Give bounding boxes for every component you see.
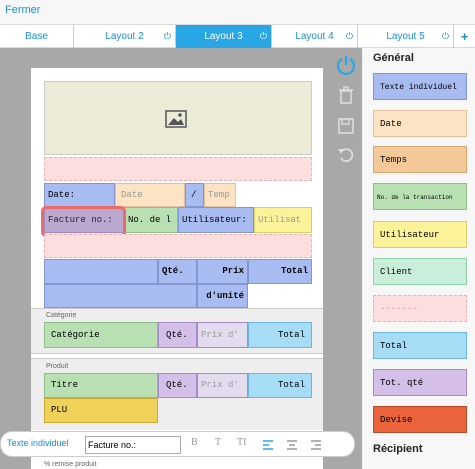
close-button[interactable]: Fermer (5, 4, 41, 16)
power-icon[interactable]: ⏻ (441, 31, 449, 41)
save-icon[interactable] (336, 116, 358, 138)
separator-line[interactable] (44, 234, 312, 258)
category-section-label: Catégorie (46, 312, 77, 319)
align-left-icon[interactable] (263, 440, 273, 450)
invoice-label[interactable]: Facture no.: (44, 207, 124, 233)
palette-item-text[interactable]: Texte individuel (373, 73, 467, 100)
user-label[interactable]: Utilisateur: (178, 207, 254, 233)
power-icon[interactable]: ⏻ (259, 31, 267, 41)
header-blank[interactable] (44, 259, 158, 284)
tab-label: Layout 4 (295, 31, 334, 42)
category-field[interactable]: Catégorie (44, 322, 158, 348)
add-tab-button[interactable]: + (454, 25, 475, 48)
category-price[interactable]: Prix d' (197, 322, 248, 348)
undo-icon[interactable] (336, 145, 358, 167)
text-edit-bar: Texte individuel B T TI (0, 431, 355, 457)
palette-item-currency[interactable]: Devise (373, 406, 467, 433)
tab-label: Layout 2 (105, 31, 144, 42)
element-type-label: Texte individuel (7, 438, 69, 448)
category-total[interactable]: Total (248, 322, 312, 348)
selection-highlight (41, 206, 126, 237)
element-palette: Général Texte individuel Date Temps No. … (363, 48, 475, 469)
plus-icon: + (460, 29, 469, 44)
tab-layout-4[interactable]: Layout 4 ⏻ (272, 25, 358, 48)
product-section-label: Produit (46, 363, 69, 370)
palette-item-tot-qty[interactable]: Tot. qté (373, 369, 467, 396)
product-price[interactable]: Prix d' (197, 373, 248, 398)
palette-item-time[interactable]: Temps (373, 146, 467, 173)
palette-item-transaction[interactable]: No. de la transaction (373, 183, 467, 210)
total-header[interactable]: Total (248, 259, 312, 284)
product-title-field[interactable]: Titre (44, 373, 158, 398)
price-header[interactable]: Prix (197, 259, 248, 284)
align-center-icon[interactable] (287, 440, 297, 450)
palette-item-user[interactable]: Utilisateur (373, 221, 467, 248)
font-size-button[interactable]: TI (237, 437, 247, 448)
logo-placeholder[interactable] (44, 81, 312, 155)
palette-item-date[interactable]: Date (373, 110, 467, 137)
discount-section-label: % remise produit (44, 461, 97, 468)
power-icon[interactable] (335, 54, 357, 76)
category-qty[interactable]: Qté. (158, 322, 197, 348)
tab-layout-5[interactable]: Layout 5 ⏻ (358, 25, 454, 48)
power-icon[interactable]: ⏻ (163, 31, 171, 41)
top-bar: Fermer (0, 0, 475, 24)
tab-layout-3[interactable]: Layout 3 ⏻ (176, 25, 272, 48)
transaction-number-field[interactable]: No. de l (124, 207, 178, 233)
tab-label: Base (25, 31, 48, 42)
bold-button[interactable]: B (191, 437, 198, 448)
layout-tabs: Base Layout 2 ⏻ Layout 3 ⏻ Layout 4 ⏻ Layou… (0, 24, 475, 48)
italic-button[interactable]: T (215, 437, 222, 448)
slash-text[interactable]: / (185, 183, 204, 207)
product-qty[interactable]: Qté. (158, 373, 197, 398)
palette-item-total[interactable]: Total (373, 332, 467, 359)
price-header-unit[interactable]: d'unité (197, 284, 248, 308)
text-input[interactable] (85, 436, 181, 454)
product-plu[interactable]: PLU (44, 398, 158, 423)
image-icon (165, 110, 187, 128)
tab-label: Layout 5 (386, 31, 425, 42)
time-field[interactable]: Temp (204, 183, 236, 207)
user-field[interactable]: Utilisat (254, 207, 312, 233)
qty-header[interactable]: Qté. (158, 259, 197, 284)
align-right-icon[interactable] (311, 440, 321, 450)
palette-general-title: Général (373, 52, 414, 64)
date-field[interactable]: Date (115, 183, 185, 207)
header-blank[interactable] (44, 284, 197, 308)
palette-recipient-title: Récipient (373, 443, 423, 455)
palette-item-client[interactable]: Client (373, 258, 467, 285)
trash-icon[interactable] (336, 85, 358, 107)
tab-layout-2[interactable]: Layout 2 ⏻ (74, 25, 176, 48)
tab-label: Layout 3 (204, 31, 243, 42)
tab-base[interactable]: Base (0, 25, 74, 48)
palette-item-separator[interactable]: ------- (373, 295, 467, 322)
separator-line[interactable] (44, 157, 312, 181)
power-icon[interactable]: ⏻ (345, 31, 353, 41)
date-label[interactable]: Date: (44, 183, 115, 207)
product-total[interactable]: Total (248, 373, 312, 398)
